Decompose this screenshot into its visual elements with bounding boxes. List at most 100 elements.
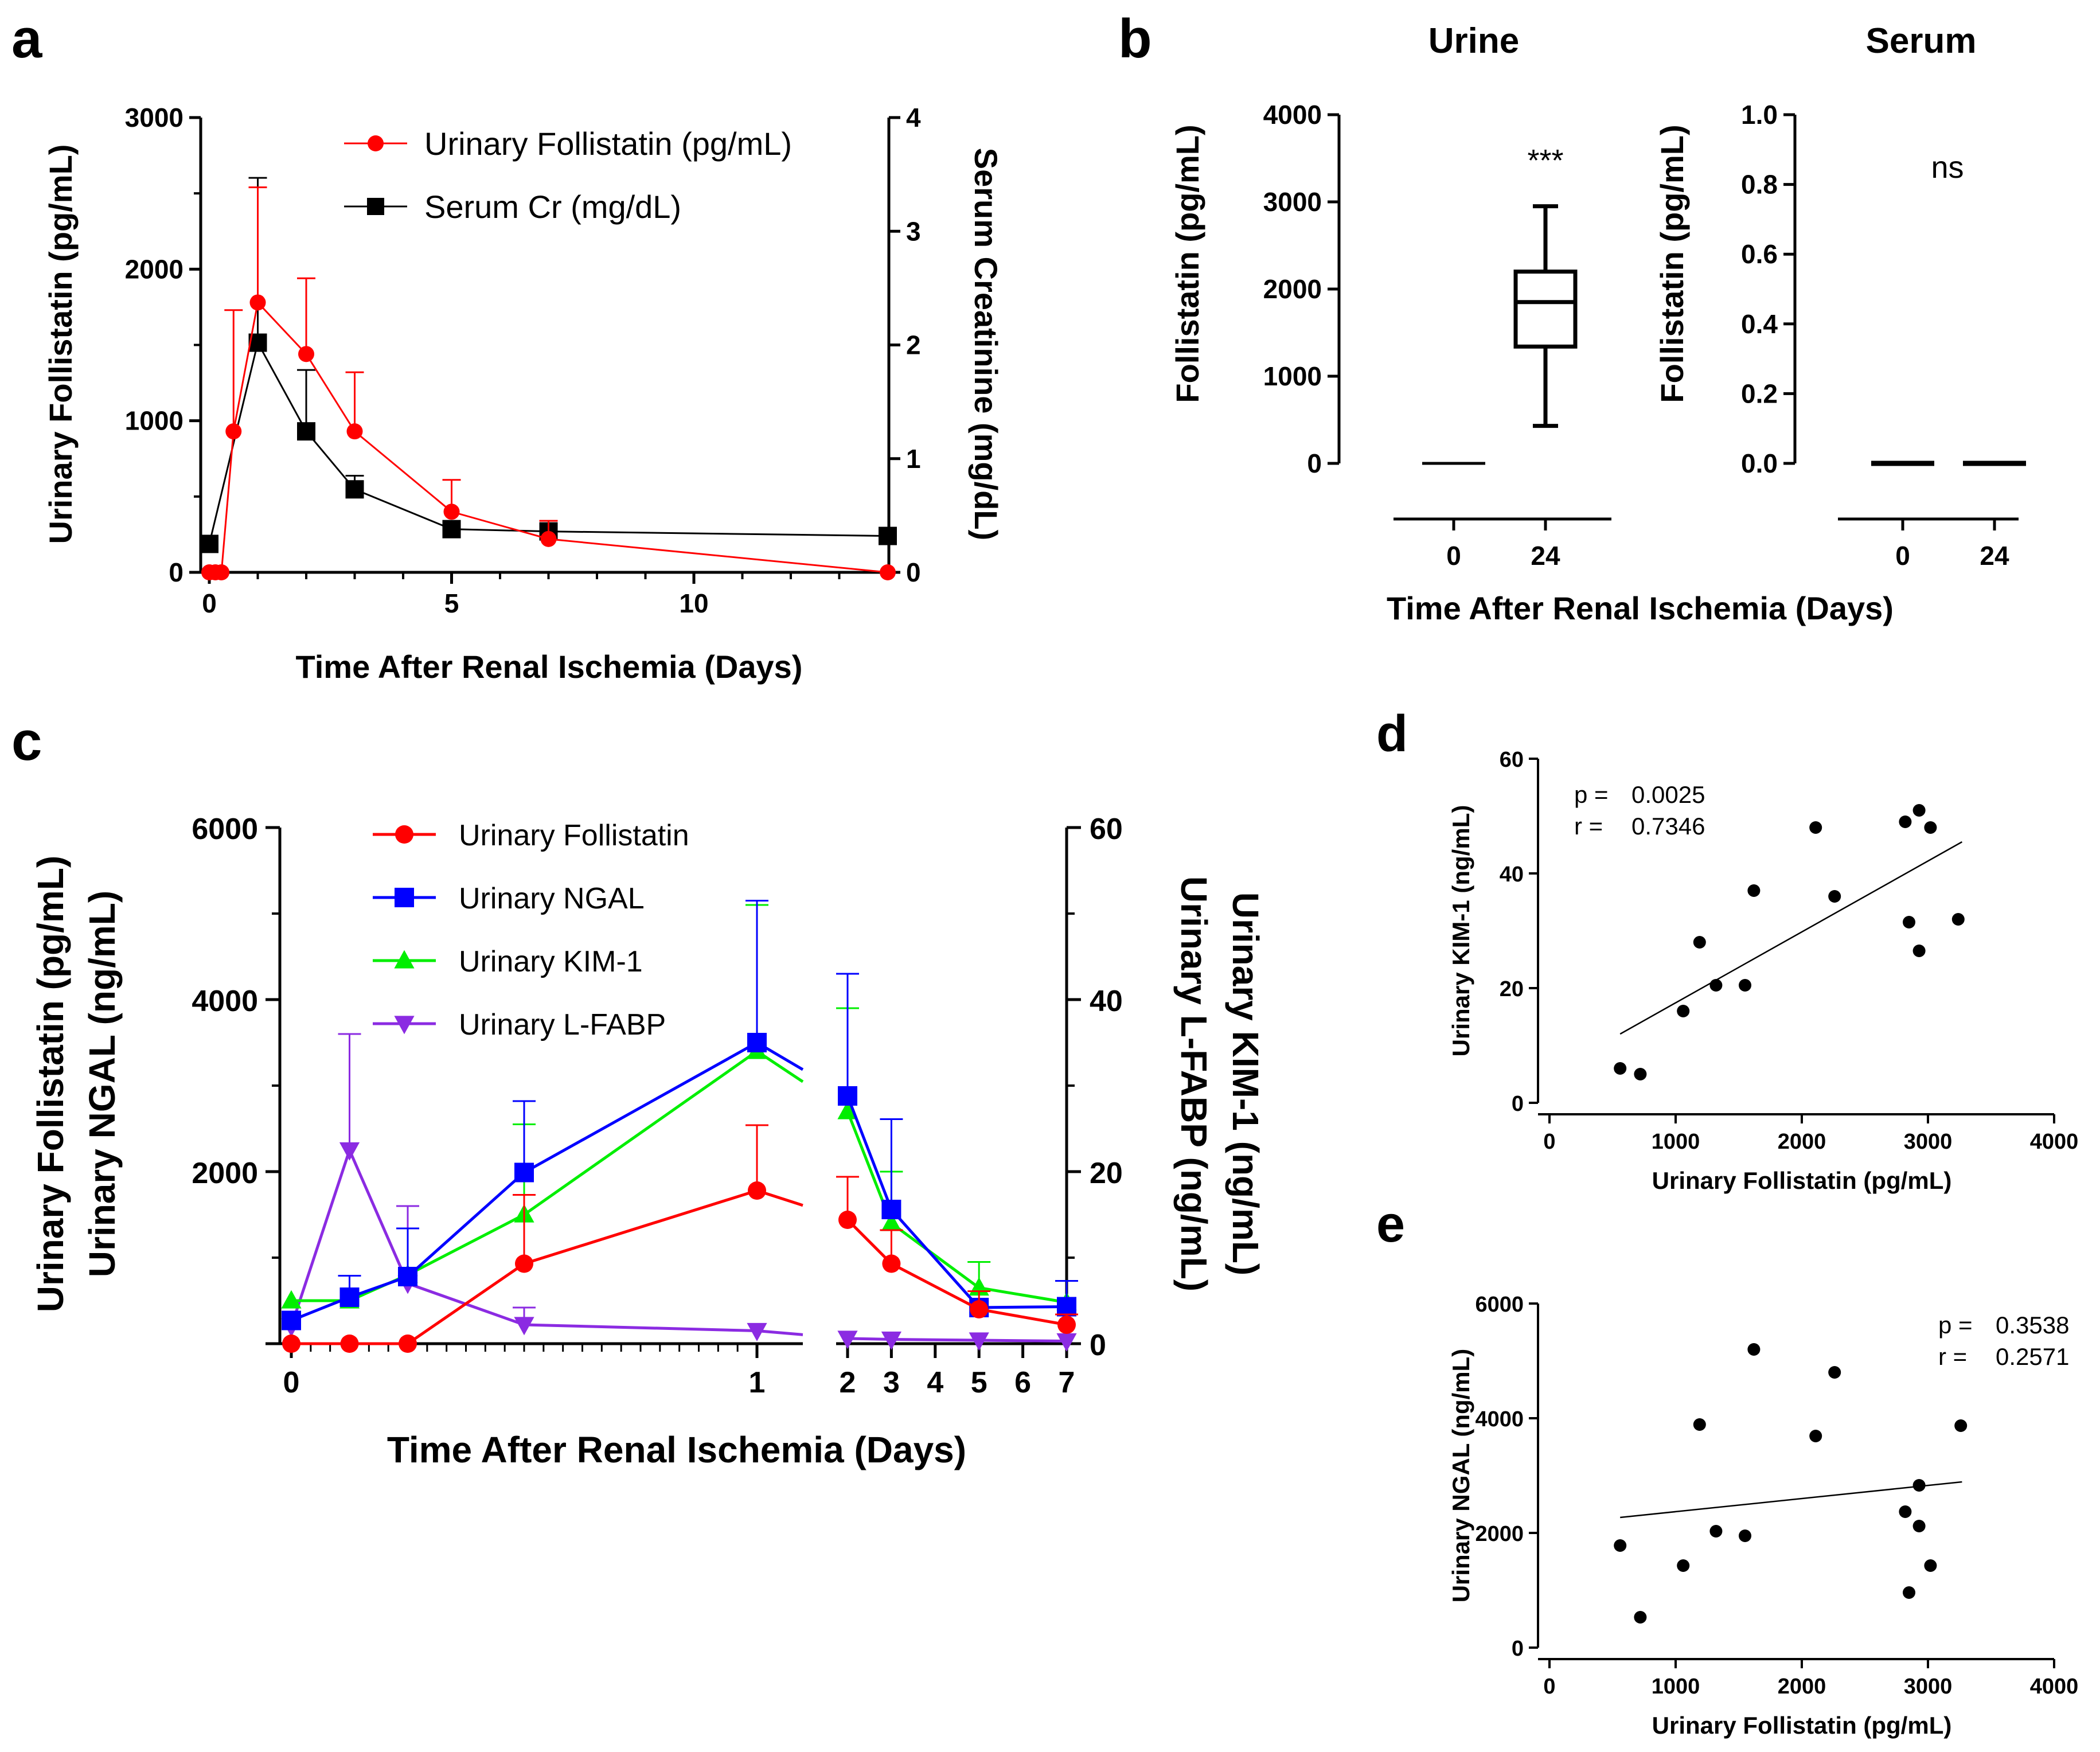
series-line-1: [291, 1189, 803, 1345]
p-value: 0.0025: [1631, 781, 1705, 808]
data-point: [297, 422, 315, 441]
data-point: [249, 294, 266, 311]
data-point: [747, 1033, 767, 1052]
significance-label: ***: [1527, 143, 1563, 178]
legend-label: Serum Cr (mg/dL): [424, 189, 681, 225]
data-point: [1739, 979, 1751, 992]
data-point: [1677, 1005, 1690, 1017]
y-tick-label: 20: [1500, 977, 1524, 1001]
data-point: [514, 1162, 534, 1183]
panel-c: c 2000 4000 6000 0 20 40 60 0 1 2 3 4 5 6 7 Time After R…: [11, 711, 1266, 1470]
series-line-1: [291, 1041, 804, 1322]
y-tick-label: 0.0: [1741, 448, 1778, 478]
legend-label: Urinary NGAL: [459, 882, 645, 915]
y2-axis-label: Serum Creatinine (mg/dL): [968, 148, 1004, 541]
y-tick-label: 1000: [1263, 361, 1322, 391]
y-tick-label: 0: [169, 557, 184, 587]
y2-tick-label: 2: [906, 330, 921, 360]
x-tick-label: 2: [840, 1366, 856, 1399]
panel-label-d: d: [1376, 705, 1408, 763]
y2-tick-label: 0: [1090, 1329, 1106, 1362]
x-tick-label: 3000: [1904, 1130, 1953, 1154]
y2-axis-label-line-1: Urinary KIM-1 (ng/mL): [1225, 892, 1266, 1275]
y2-tick-label: 20: [1090, 1157, 1123, 1190]
x-tick-label: 3: [883, 1366, 900, 1399]
series-urinary-l-fabp: [281, 1033, 1077, 1352]
x-tick-label: 24: [1980, 541, 2009, 571]
data-point: [346, 423, 363, 440]
x-axis-label: Time After Renal Ischemia (Days): [296, 649, 803, 685]
legend: Urinary Follistatin Urinary NGAL Urinary K…: [373, 819, 689, 1041]
legend-label: Urinary L-FABP: [459, 1008, 666, 1041]
data-point: [1634, 1611, 1647, 1624]
data-point: [970, 1300, 989, 1318]
y-tick-label: 6000: [192, 813, 258, 846]
y-tick-label: 1.0: [1741, 100, 1778, 130]
data-point: [339, 1287, 360, 1307]
data-point: [298, 346, 314, 362]
y-axis-label: Urinary Follistatin (pg/mL): [42, 145, 79, 544]
data-point: [399, 1335, 417, 1353]
y-tick-label: 2000: [125, 254, 184, 284]
series-serum-cr: [200, 177, 897, 553]
x-tick-label: 2000: [1778, 1675, 1826, 1699]
x-tick-label: 2000: [1778, 1130, 1826, 1154]
panel-label-a: a: [11, 8, 42, 69]
y-tick-label: 1000: [125, 406, 184, 436]
series-line: [208, 340, 888, 544]
data-point: [1747, 884, 1761, 897]
data-point: [881, 1200, 901, 1219]
data-point: [345, 480, 364, 499]
stats-box: p = 0.3538 r = 0.2571: [1938, 1312, 2069, 1370]
legend-marker: [367, 198, 384, 215]
x-tick-label: 4: [927, 1366, 943, 1399]
data-point: [1903, 916, 1915, 928]
y-tick-label: 0.8: [1741, 170, 1778, 200]
data-point: [881, 1331, 901, 1350]
panel-label-b: b: [1118, 8, 1152, 69]
data-point: [1924, 1559, 1937, 1572]
y2-tick-label: 4: [906, 103, 921, 132]
x-axis-label: Urinary Follistatin (pg/mL): [1652, 1167, 1952, 1194]
y-tick-label: 6000: [1475, 1293, 1524, 1317]
scatter-points: [1614, 1343, 1968, 1624]
subpanel-serum: Serum 0.0 0.2 0.4 0.6 0.8 1.0 Follistatin (pg/m…: [1654, 21, 2026, 571]
legend: Urinary Follistatin (pg/mL) Serum Cr (mg/…: [344, 126, 792, 225]
data-point: [443, 504, 460, 520]
x-tick-label: 0: [1543, 1675, 1555, 1699]
data-point: [339, 1142, 360, 1161]
data-point: [213, 564, 230, 580]
panel-label-c: c: [11, 711, 42, 772]
legend-label: Urinary Follistatin: [459, 819, 689, 852]
significance-label: ns: [1931, 150, 1964, 185]
data-point: [1828, 1366, 1841, 1379]
y2-tick-label: 0: [906, 557, 921, 587]
data-point: [1899, 1505, 1912, 1518]
x-tick-label: 24: [1531, 541, 1560, 571]
x-axis-label: Urinary Follistatin (pg/mL): [1652, 1712, 1952, 1739]
data-point: [969, 1332, 989, 1351]
p-label: p =: [1938, 1312, 1973, 1339]
data-point: [1912, 945, 1926, 957]
y-tick-label: 0.2: [1741, 379, 1778, 408]
series-line-2: [846, 1219, 1067, 1326]
data-point: [281, 1290, 302, 1309]
y-axis-label: Follistatin (pg/mL): [1654, 124, 1690, 403]
y-tick-label: 4000: [192, 985, 258, 1018]
series-line-2: [846, 1111, 1067, 1304]
y-tick-label: 0.4: [1741, 309, 1778, 339]
data-point: [1057, 1297, 1076, 1317]
data-point: [1677, 1559, 1690, 1572]
legend-marker: [368, 135, 384, 151]
x-tick-label: 6: [1014, 1366, 1031, 1399]
y-tick-label: 40: [1500, 863, 1524, 887]
y-axis-label-line-1: Urinary Follistatin (pg/mL): [30, 856, 71, 1312]
data-point: [1954, 1419, 1968, 1432]
data-point: [282, 1335, 300, 1353]
data-point: [1951, 913, 1965, 926]
y-tick-label: 2000: [1475, 1522, 1524, 1546]
y-axis-label-line-2: Urinary NGAL (ng/mL): [81, 891, 123, 1277]
data-point: [1739, 1529, 1751, 1542]
x-tick-label: 5: [971, 1366, 987, 1399]
